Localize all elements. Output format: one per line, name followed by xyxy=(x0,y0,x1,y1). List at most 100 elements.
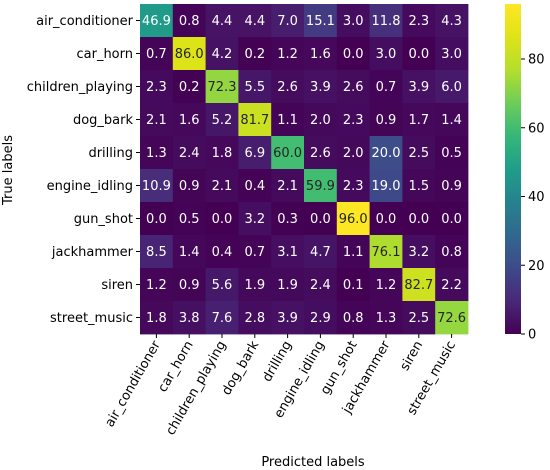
heatmap-cell xyxy=(402,37,436,71)
heatmap-cell xyxy=(205,136,239,170)
heatmap-cell xyxy=(271,235,305,269)
y-tick-label: siren xyxy=(101,278,133,293)
cell-value-label: 2.3 xyxy=(408,14,429,29)
heatmap-cell xyxy=(238,4,272,38)
cell-value-labels: 46.9 0.8 4.4 4.4 7.0 15.1 3.0 11.8 2.3 4.3 0.7 86.0… xyxy=(142,14,466,326)
cell-value-label: 1.5 xyxy=(408,179,429,194)
heatmap-cell xyxy=(304,169,338,203)
heatmap-cell xyxy=(172,136,206,170)
heatmap-cell xyxy=(435,235,469,269)
colorbar-tick-label: 40 xyxy=(528,190,545,205)
cell-value-label: 6.0 xyxy=(441,80,462,95)
heatmap-cell xyxy=(336,4,370,38)
heatmap-cell xyxy=(140,301,174,335)
cell-value-label: 1.2 xyxy=(376,278,397,293)
cell-value-label: 1.8 xyxy=(212,146,233,161)
cell-value-label: 0.5 xyxy=(441,146,462,161)
heatmap-cell xyxy=(336,301,370,335)
cell-value-label: 11.8 xyxy=(372,14,401,29)
cell-value-label: 76.1 xyxy=(372,245,401,260)
y-tick-label: drilling xyxy=(88,146,133,161)
heatmap-cell xyxy=(140,202,174,236)
cell-value-label: 6.9 xyxy=(244,146,265,161)
cell-value-label: 5.2 xyxy=(212,113,233,128)
heatmap-cell xyxy=(435,136,469,170)
cell-value-label: 4.4 xyxy=(212,14,233,29)
colorbar-ticks: 0 20 40 60 80 xyxy=(521,53,545,343)
heatmap-cell xyxy=(172,268,206,302)
heatmap-cell xyxy=(402,103,436,137)
cell-value-label: 81.7 xyxy=(240,113,269,128)
heatmap-cell xyxy=(402,136,436,170)
cell-value-label: 60.0 xyxy=(273,146,302,161)
x-tick-label: air_conditioner xyxy=(102,338,164,430)
heatmap-cell xyxy=(140,4,174,38)
x-tick-label: siren xyxy=(397,339,426,374)
cell-value-label: 0.2 xyxy=(244,47,265,62)
cell-value-label: 2.6 xyxy=(310,146,331,161)
heatmap-cell xyxy=(238,37,272,71)
heatmap-cell xyxy=(238,301,272,335)
heatmap-cell xyxy=(435,37,469,71)
cell-value-label: 2.2 xyxy=(441,278,462,293)
colorbar-tick-label: 20 xyxy=(528,259,545,274)
cell-value-label: 0.7 xyxy=(244,245,265,260)
cell-value-label: 2.5 xyxy=(408,146,429,161)
cell-value-label: 5.6 xyxy=(212,278,233,293)
heatmap-cell xyxy=(402,4,436,38)
cell-value-label: 1.6 xyxy=(179,113,200,128)
heatmap-cell xyxy=(304,301,338,335)
heatmap-cell xyxy=(140,235,174,269)
cell-value-label: 72.3 xyxy=(208,80,237,95)
cell-value-label: 5.5 xyxy=(244,80,265,95)
heatmap-cell xyxy=(304,37,338,71)
cell-value-label: 2.3 xyxy=(146,80,167,95)
heatmap-cell xyxy=(205,4,239,38)
heatmap-cell xyxy=(238,70,272,104)
heatmap-cell xyxy=(172,235,206,269)
cell-value-label: 0.7 xyxy=(146,47,167,62)
heatmap-cell xyxy=(304,202,338,236)
heatmap-cell xyxy=(172,202,206,236)
cell-value-label: 2.1 xyxy=(212,179,233,194)
cell-value-label: 2.8 xyxy=(244,311,265,326)
cell-value-label: 72.6 xyxy=(437,311,466,326)
heatmap-cell xyxy=(140,70,174,104)
heatmap-cell xyxy=(271,268,305,302)
heatmap-cell xyxy=(304,235,338,269)
heatmap-cell xyxy=(369,268,403,302)
heatmap-cell xyxy=(172,37,206,71)
cell-value-label: 0.0 xyxy=(376,212,397,227)
cell-value-label: 10.9 xyxy=(142,179,171,194)
heatmap-cell xyxy=(336,268,370,302)
cell-value-label: 2.5 xyxy=(408,311,429,326)
heatmap-cell xyxy=(172,169,206,203)
cell-value-label: 20.0 xyxy=(372,146,401,161)
cell-value-label: 2.3 xyxy=(343,113,364,128)
cell-value-label: 1.4 xyxy=(441,113,462,128)
heatmap-cell xyxy=(435,202,469,236)
y-tick-label: air_conditioner xyxy=(36,14,134,29)
heatmap-cell xyxy=(238,235,272,269)
x-axis-ticks: air_conditionercar_hornchildren_playingd… xyxy=(102,334,459,438)
cell-value-label: 0.0 xyxy=(146,212,167,227)
heatmap-cell xyxy=(336,103,370,137)
cell-value-label: 0.0 xyxy=(343,47,364,62)
heatmap-cell xyxy=(238,202,272,236)
heatmap-cell xyxy=(435,70,469,104)
cell-value-label: 1.2 xyxy=(277,47,298,62)
heatmap-cell xyxy=(435,169,469,203)
heatmap-cell xyxy=(402,235,436,269)
heatmap-cell xyxy=(336,70,370,104)
heatmap-cell xyxy=(304,4,338,38)
cell-value-label: 4.3 xyxy=(441,14,462,29)
heatmap-cell xyxy=(271,301,305,335)
heatmap-cell xyxy=(271,169,305,203)
heatmap-cell xyxy=(271,103,305,137)
colorbar xyxy=(505,4,521,334)
heatmap-cell xyxy=(435,268,469,302)
heatmap-cell xyxy=(271,136,305,170)
cell-value-label: 3.0 xyxy=(441,47,462,62)
cell-value-label: 3.9 xyxy=(310,80,331,95)
